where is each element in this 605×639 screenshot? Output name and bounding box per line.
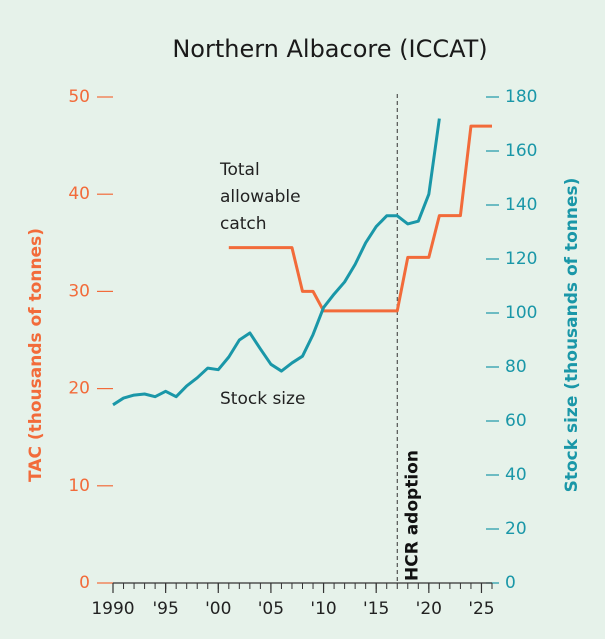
y2-tick-label: 100 [505,303,537,323]
chart-title: Northern Albacore (ICCAT) [172,35,487,63]
series-label: Stock size [220,389,305,409]
series-line [112,118,441,407]
y-axis-label: TAC (thousands of tonnes) [26,228,46,482]
x-tick-label: 1990 [91,599,134,619]
x-tick-label: '05 [258,599,284,619]
x-tick-label: '10 [310,599,336,619]
y2-tick-label: 20 [505,519,527,539]
y2-tick-label: 160 [505,141,537,161]
series-label: allowable [220,187,301,207]
x-tick-label: '95 [152,599,178,619]
y2-tick-label: 140 [505,195,537,215]
y-tick-label: 40 [68,184,90,204]
y2-axis-label: Stock size (thousands of tonnes) [562,178,582,493]
y2-tick-label: 80 [505,357,527,377]
annotation-label: HCR adoption [402,450,422,581]
series-label: catch [220,214,267,234]
y2-tick-label: 40 [505,465,527,485]
y2-tick-label: 60 [505,411,527,431]
y2-tick-label: 0 [505,573,516,593]
y-tick-label: 20 [68,379,90,399]
y2-tick-label: 180 [505,87,537,107]
y-tick-label: 50 [68,87,90,107]
x-tick-label: '20 [416,599,442,619]
x-tick-label: '15 [363,599,389,619]
x-tick-label: '00 [205,599,231,619]
x-tick-label: '25 [468,599,494,619]
series-line [228,124,492,313]
series-label: Total [219,160,260,180]
y-tick-label: 30 [68,281,90,301]
y-tick-label: 10 [68,476,90,496]
y-tick-label: 0 [79,573,90,593]
y2-tick-label: 120 [505,249,537,269]
